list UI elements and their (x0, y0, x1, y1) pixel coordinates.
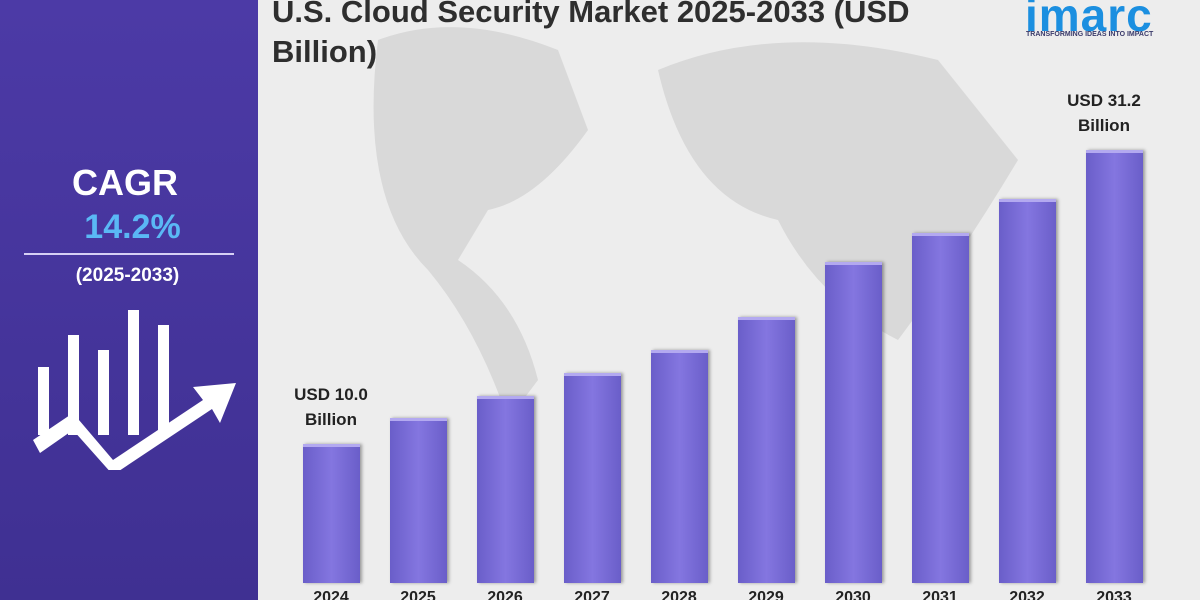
x-tick-label: 2026 (487, 589, 523, 600)
bar (824, 262, 882, 583)
x-tick-label: 2033 (1096, 589, 1132, 600)
bar (737, 316, 795, 583)
chart-title: U.S. Cloud Security Market 2025-2033 (US… (272, 0, 910, 69)
growth-icon (33, 310, 236, 470)
value-label: USD 10.0 Billion (294, 385, 368, 430)
bar (389, 417, 447, 583)
logo: imarc (1025, 0, 1153, 41)
bar (911, 233, 969, 583)
x-tick-label: 2029 (748, 589, 784, 600)
bar (302, 444, 360, 583)
sidebar: CAGR 14.2% (2025-2033) (0, 0, 258, 600)
logo-tagline: TRANSFORMING IDEAS INTO IMPACT (1026, 31, 1154, 38)
cagr-value: 14.2% (84, 208, 181, 246)
x-tick-label: 2032 (1009, 589, 1045, 600)
bar (1085, 150, 1143, 583)
bar (650, 349, 708, 583)
x-tick-label: 2030 (835, 589, 871, 600)
x-tick-label: 2031 (922, 589, 958, 600)
cagr-label: CAGR (72, 162, 178, 203)
cagr-period: (2025-2033) (75, 265, 180, 286)
x-tick-label: 2025 (400, 589, 436, 600)
bar (476, 395, 534, 583)
x-tick-label: 2027 (574, 589, 610, 600)
divider (24, 253, 234, 255)
value-label: USD 31.2 Billion (1067, 91, 1141, 135)
x-tick-label: 2024 (313, 589, 349, 600)
bar (998, 198, 1056, 583)
x-tick-label: 2028 (661, 589, 697, 600)
bar (563, 373, 621, 583)
